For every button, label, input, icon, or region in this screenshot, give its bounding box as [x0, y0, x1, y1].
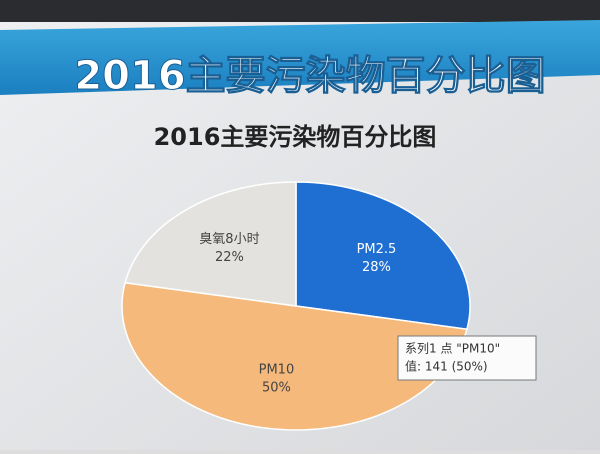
pie-slice	[295, 181, 471, 331]
pie-slice	[124, 181, 297, 307]
pie: PM2.5 28% PM10 50% 臭氧8小时 22%	[121, 181, 471, 431]
tooltip: 系列1 点 "PM10" 值: 141 (50%)	[397, 335, 537, 381]
slice-value-label: 50%	[262, 381, 291, 396]
tooltip-box	[397, 335, 537, 381]
top-edge	[0, 0, 600, 22]
slice-label: PM2.5	[357, 242, 397, 257]
slice-label: PM10	[259, 363, 295, 378]
slice-value-label: 28%	[362, 260, 391, 275]
slide-title: 2016主要污染物百分比图	[74, 53, 545, 99]
chart-title: 2016主要污染物百分比图	[154, 123, 437, 151]
slice-value-label: 22%	[215, 250, 244, 265]
tooltip-line: 值: 141 (50%)	[405, 359, 488, 374]
slice-label: 臭氧8小时	[199, 232, 259, 247]
tooltip-line: 系列1 点 "PM10"	[405, 342, 500, 356]
title-band	[0, 20, 600, 95]
